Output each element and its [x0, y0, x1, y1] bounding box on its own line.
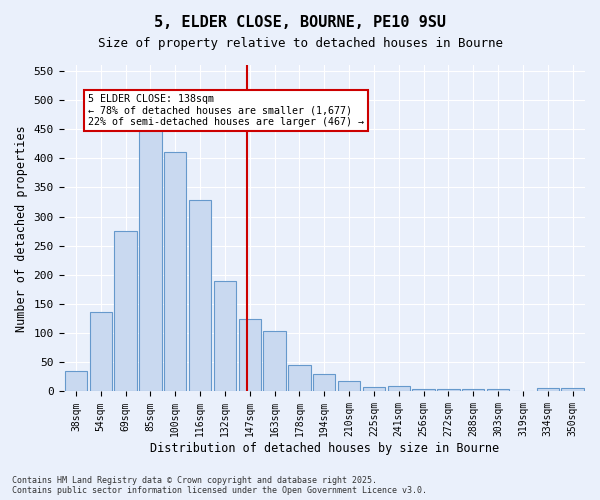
Bar [89, 312, 112, 392]
Text: Size of property relative to detached houses in Bourne: Size of property relative to detached ho… [97, 38, 503, 51]
Bar [338, 381, 360, 392]
Bar [115, 231, 137, 392]
Y-axis label: Number of detached properties: Number of detached properties [15, 125, 28, 332]
Bar [164, 152, 187, 392]
Bar [189, 200, 211, 392]
Bar [536, 388, 559, 392]
Bar [313, 374, 335, 392]
Bar [288, 364, 311, 392]
Text: 5, ELDER CLOSE, BOURNE, PE10 9SU: 5, ELDER CLOSE, BOURNE, PE10 9SU [154, 15, 446, 30]
Bar [263, 332, 286, 392]
Bar [139, 129, 161, 392]
Bar [562, 388, 584, 392]
Text: 5 ELDER CLOSE: 138sqm
← 78% of detached houses are smaller (1,677)
22% of semi-d: 5 ELDER CLOSE: 138sqm ← 78% of detached … [88, 94, 364, 128]
Bar [239, 318, 261, 392]
X-axis label: Distribution of detached houses by size in Bourne: Distribution of detached houses by size … [150, 442, 499, 455]
Bar [437, 388, 460, 392]
Bar [65, 371, 87, 392]
Bar [412, 388, 435, 392]
Bar [363, 387, 385, 392]
Bar [388, 386, 410, 392]
Bar [214, 280, 236, 392]
Text: Contains HM Land Registry data © Crown copyright and database right 2025.
Contai: Contains HM Land Registry data © Crown c… [12, 476, 427, 495]
Bar [462, 389, 484, 392]
Bar [487, 388, 509, 392]
